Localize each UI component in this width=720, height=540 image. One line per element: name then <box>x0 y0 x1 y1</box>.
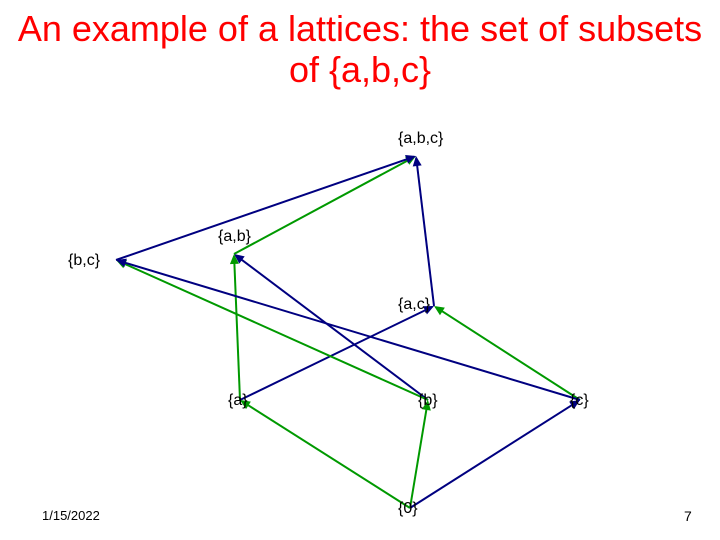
node-label-c: {c} <box>570 392 589 410</box>
footer-date: 1/15/2022 <box>42 508 100 523</box>
lattice-diagram <box>0 0 720 540</box>
edge-c-ac <box>436 307 580 400</box>
node-label-a: {a} <box>228 392 248 410</box>
edge-c-bc <box>118 261 580 400</box>
node-label-bc: {b,c} <box>68 252 100 270</box>
node-label-ab: {a,b} <box>218 228 251 246</box>
footer-page: 7 <box>684 508 692 524</box>
edge-a-ab <box>234 256 240 400</box>
node-label-b: {b} <box>418 392 438 410</box>
edge-ac-top <box>416 158 434 306</box>
node-label-top: {a,b,c} <box>398 130 443 148</box>
edge-zero-b <box>410 402 428 508</box>
node-label-zero: {0} <box>398 500 418 518</box>
footer-page-text: 7 <box>684 508 692 524</box>
node-label-ac: {a,c} <box>398 296 430 314</box>
edge-bc-top <box>116 157 414 260</box>
footer-date-text: 1/15/2022 <box>42 508 100 523</box>
edge-a-ac <box>240 307 432 400</box>
edge-zero-c <box>410 401 578 508</box>
edge-zero-a <box>242 401 410 508</box>
edge-ab-top <box>234 157 414 254</box>
arrowhead-c-ac <box>434 306 445 315</box>
